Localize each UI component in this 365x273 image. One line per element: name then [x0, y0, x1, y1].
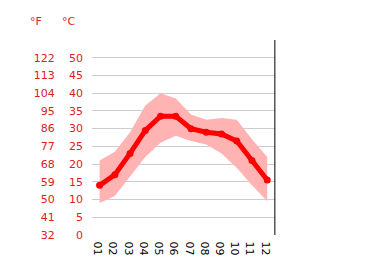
svg-text:11: 11: [243, 242, 256, 256]
svg-text:°C: °C: [62, 15, 76, 28]
svg-text:08: 08: [198, 242, 211, 256]
svg-text:86: 86: [41, 122, 55, 135]
svg-text:5: 5: [76, 211, 83, 224]
svg-text:30: 30: [69, 122, 83, 135]
svg-text:25: 25: [69, 140, 83, 153]
svg-text:32: 32: [41, 229, 55, 242]
svg-text:20: 20: [69, 158, 83, 171]
svg-text:06: 06: [167, 242, 180, 256]
svg-text:35: 35: [69, 105, 83, 118]
svg-text:12: 12: [259, 242, 272, 256]
svg-text:41: 41: [41, 211, 55, 224]
svg-text:68: 68: [41, 158, 55, 171]
svg-text:10: 10: [228, 242, 241, 256]
svg-text:122: 122: [34, 52, 55, 65]
svg-text:95: 95: [41, 105, 55, 118]
svg-text:03: 03: [122, 242, 135, 256]
svg-text:45: 45: [69, 69, 83, 82]
svg-text:02: 02: [106, 242, 119, 256]
svg-text:°F: °F: [30, 15, 42, 28]
svg-text:113: 113: [34, 69, 55, 82]
svg-text:104: 104: [34, 87, 55, 100]
svg-text:05: 05: [152, 242, 165, 256]
svg-text:59: 59: [41, 176, 55, 189]
svg-text:04: 04: [137, 242, 150, 256]
svg-text:50: 50: [69, 52, 83, 65]
svg-text:10: 10: [69, 193, 83, 206]
svg-text:40: 40: [69, 87, 83, 100]
svg-text:15: 15: [69, 176, 83, 189]
svg-text:0: 0: [76, 229, 83, 242]
svg-text:01: 01: [91, 242, 104, 256]
svg-text:50: 50: [41, 193, 55, 206]
svg-text:09: 09: [213, 242, 226, 256]
svg-text:07: 07: [183, 242, 196, 256]
svg-text:77: 77: [41, 140, 55, 153]
